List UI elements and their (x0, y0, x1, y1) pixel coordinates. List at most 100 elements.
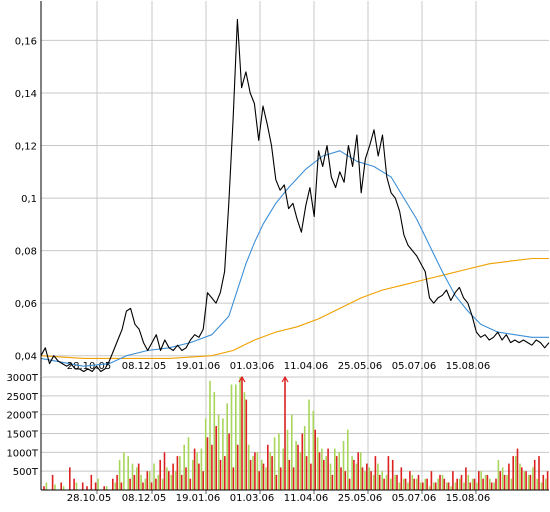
volume-bar-down_volume (129, 478, 131, 490)
volume-bar-down_volume (163, 452, 166, 490)
volume-bar-down_volume (400, 467, 403, 490)
price-y-tick-label: 0,12 (15, 142, 37, 153)
volume-bar-down_volume (146, 471, 149, 490)
volume-bar-down_volume (232, 467, 235, 490)
volume-bar-up_volume (282, 448, 284, 490)
volume-bar-up_volume (209, 380, 211, 490)
volume-bar-up_volume (545, 478, 547, 490)
volume-bar-up_volume (420, 482, 422, 490)
volume-bar-up_volume (471, 478, 474, 490)
volume-bar-up_volume (166, 467, 168, 490)
volume-bar-up_volume (157, 474, 160, 490)
price-y-tick-label: 0,1 (21, 194, 37, 205)
volume-bar-up_volume (316, 437, 319, 490)
volume-bar-down_volume (292, 467, 295, 490)
volume-bar-down_volume (516, 448, 519, 490)
price-y-tick-label: 0,08 (15, 247, 37, 258)
volume-bar-down_volume (404, 478, 407, 490)
volume-bar-down_volume (51, 474, 54, 490)
volume-bar-down_volume (60, 482, 62, 490)
volume-bar-down_volume (521, 467, 523, 490)
price-chart-panel: 0,04 0,06 0,08 0,1 0,12 0,14 0,16 28.10.05 08.12… (15, 1, 550, 386)
volume-bar-down_volume (271, 456, 273, 490)
volume-bar-up_volume (501, 467, 504, 490)
price-x-tick-label: 15.08.06 (446, 361, 491, 372)
volume-bar-up_volume (161, 478, 164, 490)
volume-bar-down_volume (185, 467, 187, 490)
volume-bar-down_volume (254, 452, 256, 490)
volume-bar-down_volume (460, 474, 463, 490)
volume-bar-down_volume (417, 474, 420, 490)
volume-bar-up_volume (217, 414, 220, 490)
volume-bar-down_volume (452, 471, 454, 490)
volume-bar-down_volume (340, 467, 342, 490)
volume-bar-up_volume (325, 456, 327, 490)
volume-chart-panel: 500T 1000T 1500T 2000T 2500T 3000T 28.10.05 08.… (6, 373, 549, 504)
volume-bar-up_volume (127, 456, 129, 490)
volume-bar-up_volume (148, 471, 151, 490)
volume-bar-up_volume (454, 482, 457, 490)
volume-bar-up_volume (497, 459, 500, 490)
volume-bar-down_volume (94, 482, 97, 490)
volume-bar-down_volume (323, 459, 325, 490)
volume-bar-down_volume (267, 444, 269, 490)
volume-bar-down_volume (495, 478, 497, 490)
volume-bar-up_volume (476, 482, 478, 490)
volume-bar-down_volume (490, 482, 493, 490)
volume-bar-up_volume (247, 444, 250, 490)
volume-bar-down_volume (305, 456, 308, 490)
price-y-tick-label: 0,06 (15, 299, 37, 310)
volume-bar-up_volume (45, 482, 48, 490)
volume-bar-up_volume (105, 486, 108, 490)
volume-bar-up_volume (390, 478, 392, 490)
volume-x-tick-label: 08.12.05 (122, 493, 167, 504)
clipped-value-arrow (238, 375, 246, 383)
volume-bar-down_volume (327, 448, 329, 490)
volume-bar-down_volume (430, 471, 433, 490)
volume-bar-up_volume (286, 429, 289, 490)
volume-bar-down_volume (344, 471, 347, 490)
volume-bar-down_volume (241, 377, 243, 490)
volume-bar-down_volume (150, 482, 153, 490)
volume-bar-up_volume (144, 478, 147, 490)
volume-bar-up_volume (347, 429, 349, 490)
volume-bar-up_volume (351, 456, 353, 490)
volume-bar-down_volume (538, 456, 540, 490)
volume-bar-down_volume (73, 478, 75, 490)
volume-bar-up_volume (170, 474, 173, 490)
volume-bar-up_volume (368, 467, 371, 490)
volume-bar-up_volume (273, 437, 276, 490)
volume-bar-down_volume (378, 474, 381, 490)
volume-bar-up_volume (54, 484, 56, 490)
volume-bar-down_volume (374, 456, 377, 490)
price-y-tick-label: 0,16 (15, 36, 37, 47)
volume-bar-down_volume (546, 471, 549, 490)
volume-bar-down_volume (258, 471, 260, 490)
volume-bar-up_volume (312, 410, 315, 490)
volume-bar-down_volume (112, 478, 114, 490)
volume-bar-up_volume (308, 399, 310, 490)
volume-bar-down_volume (211, 444, 213, 490)
volume-bar-up_volume (131, 463, 134, 490)
volume-y-tick-label: 2500T (6, 392, 38, 403)
volume-bar-down_volume (206, 437, 209, 490)
volume-bar-up_volume (192, 459, 194, 490)
volume-y-tick-label: 500T (13, 467, 39, 478)
volume-bar-down_volume (478, 471, 480, 490)
volume-bar-down_volume (90, 474, 93, 490)
volume-bar-down_volume (202, 471, 204, 490)
volume-bar-up_volume (140, 474, 142, 490)
volume-bar-down_volume (103, 486, 105, 490)
volume-bar-up_volume (256, 452, 259, 490)
volume-bar-down_volume (133, 474, 136, 490)
volume-y-tick-label: 3000T (6, 373, 38, 384)
volume-bar-up_volume (411, 474, 414, 490)
volume-bar-up_volume (381, 471, 383, 490)
volume-bar-down_volume (275, 474, 278, 490)
volume-bar-up_volume (114, 482, 117, 490)
volume-bar-up_volume (303, 426, 306, 490)
volume-bar-down_volume (172, 463, 174, 490)
volume-bar-down_volume (331, 474, 334, 490)
volume-bar-up_volume (265, 467, 267, 490)
